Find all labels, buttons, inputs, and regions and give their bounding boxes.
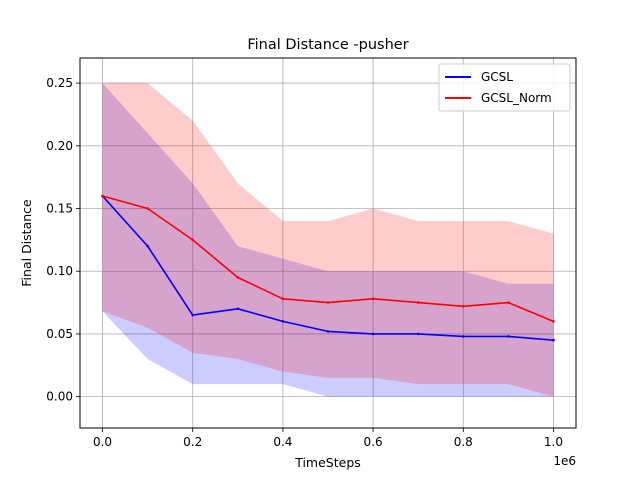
x-tick-label: 0.6 [364,435,383,449]
axis-ticks: 0.0 0.2 0.4 0.6 0.8 1.0 0.00 0.05 0.10 0.15 0.20 0.… [46,76,563,449]
chart-title: Final Distance -pusher [247,37,408,53]
x-tick-label: 0.0 [93,435,112,449]
x-axis-offset-label: 1e6 [553,454,576,468]
x-axis-label: TimeSteps [294,455,361,470]
series-band-1 [102,83,554,397]
series-point-0 [326,330,330,333]
series-point-1 [326,301,330,304]
y-tick-label: 0.25 [46,76,73,90]
series-point-1 [462,305,465,308]
series-lines [101,194,555,342]
y-tick-label: 0.20 [46,139,73,153]
x-tick-label: 0.4 [273,435,292,449]
series-point-1 [101,194,104,198]
series-point-1 [552,320,555,323]
y-tick-label: 0.00 [46,390,73,404]
series-point-0 [371,332,375,336]
series-point-1 [371,297,375,301]
series-point-0 [552,338,555,342]
legend-label-0: GCSL [481,70,513,84]
series-point-0 [462,335,465,338]
series-point-1 [416,301,420,304]
grid [80,58,576,428]
plot-frame [79,57,577,429]
y-tick-label: 0.15 [46,202,73,216]
series-point-1 [191,238,194,242]
series-point-0 [191,313,194,317]
x-tick-label: 1.0 [544,435,563,449]
series-point-0 [416,332,420,336]
y-axis-label: Final Distance [19,199,34,287]
series-point-0 [281,320,285,323]
series-point-1 [146,207,149,210]
legend: GCSL GCSL_Norm [438,63,571,112]
series-point-1 [507,301,510,304]
x-tick-label: 0.8 [454,435,473,449]
y-tick-label: 0.10 [46,264,73,278]
series-point-0 [236,307,240,311]
legend-label-1: GCSL_Norm [481,91,552,105]
legend-box [438,63,571,112]
series-band-0 [102,83,554,397]
series-point-1 [236,276,240,279]
confidence-bands [102,83,554,397]
series-point-0 [146,244,149,248]
series-point-0 [507,335,510,338]
series-point-1 [281,297,285,301]
x-tick-label: 0.2 [183,435,202,449]
y-tick-label: 0.05 [46,327,73,341]
